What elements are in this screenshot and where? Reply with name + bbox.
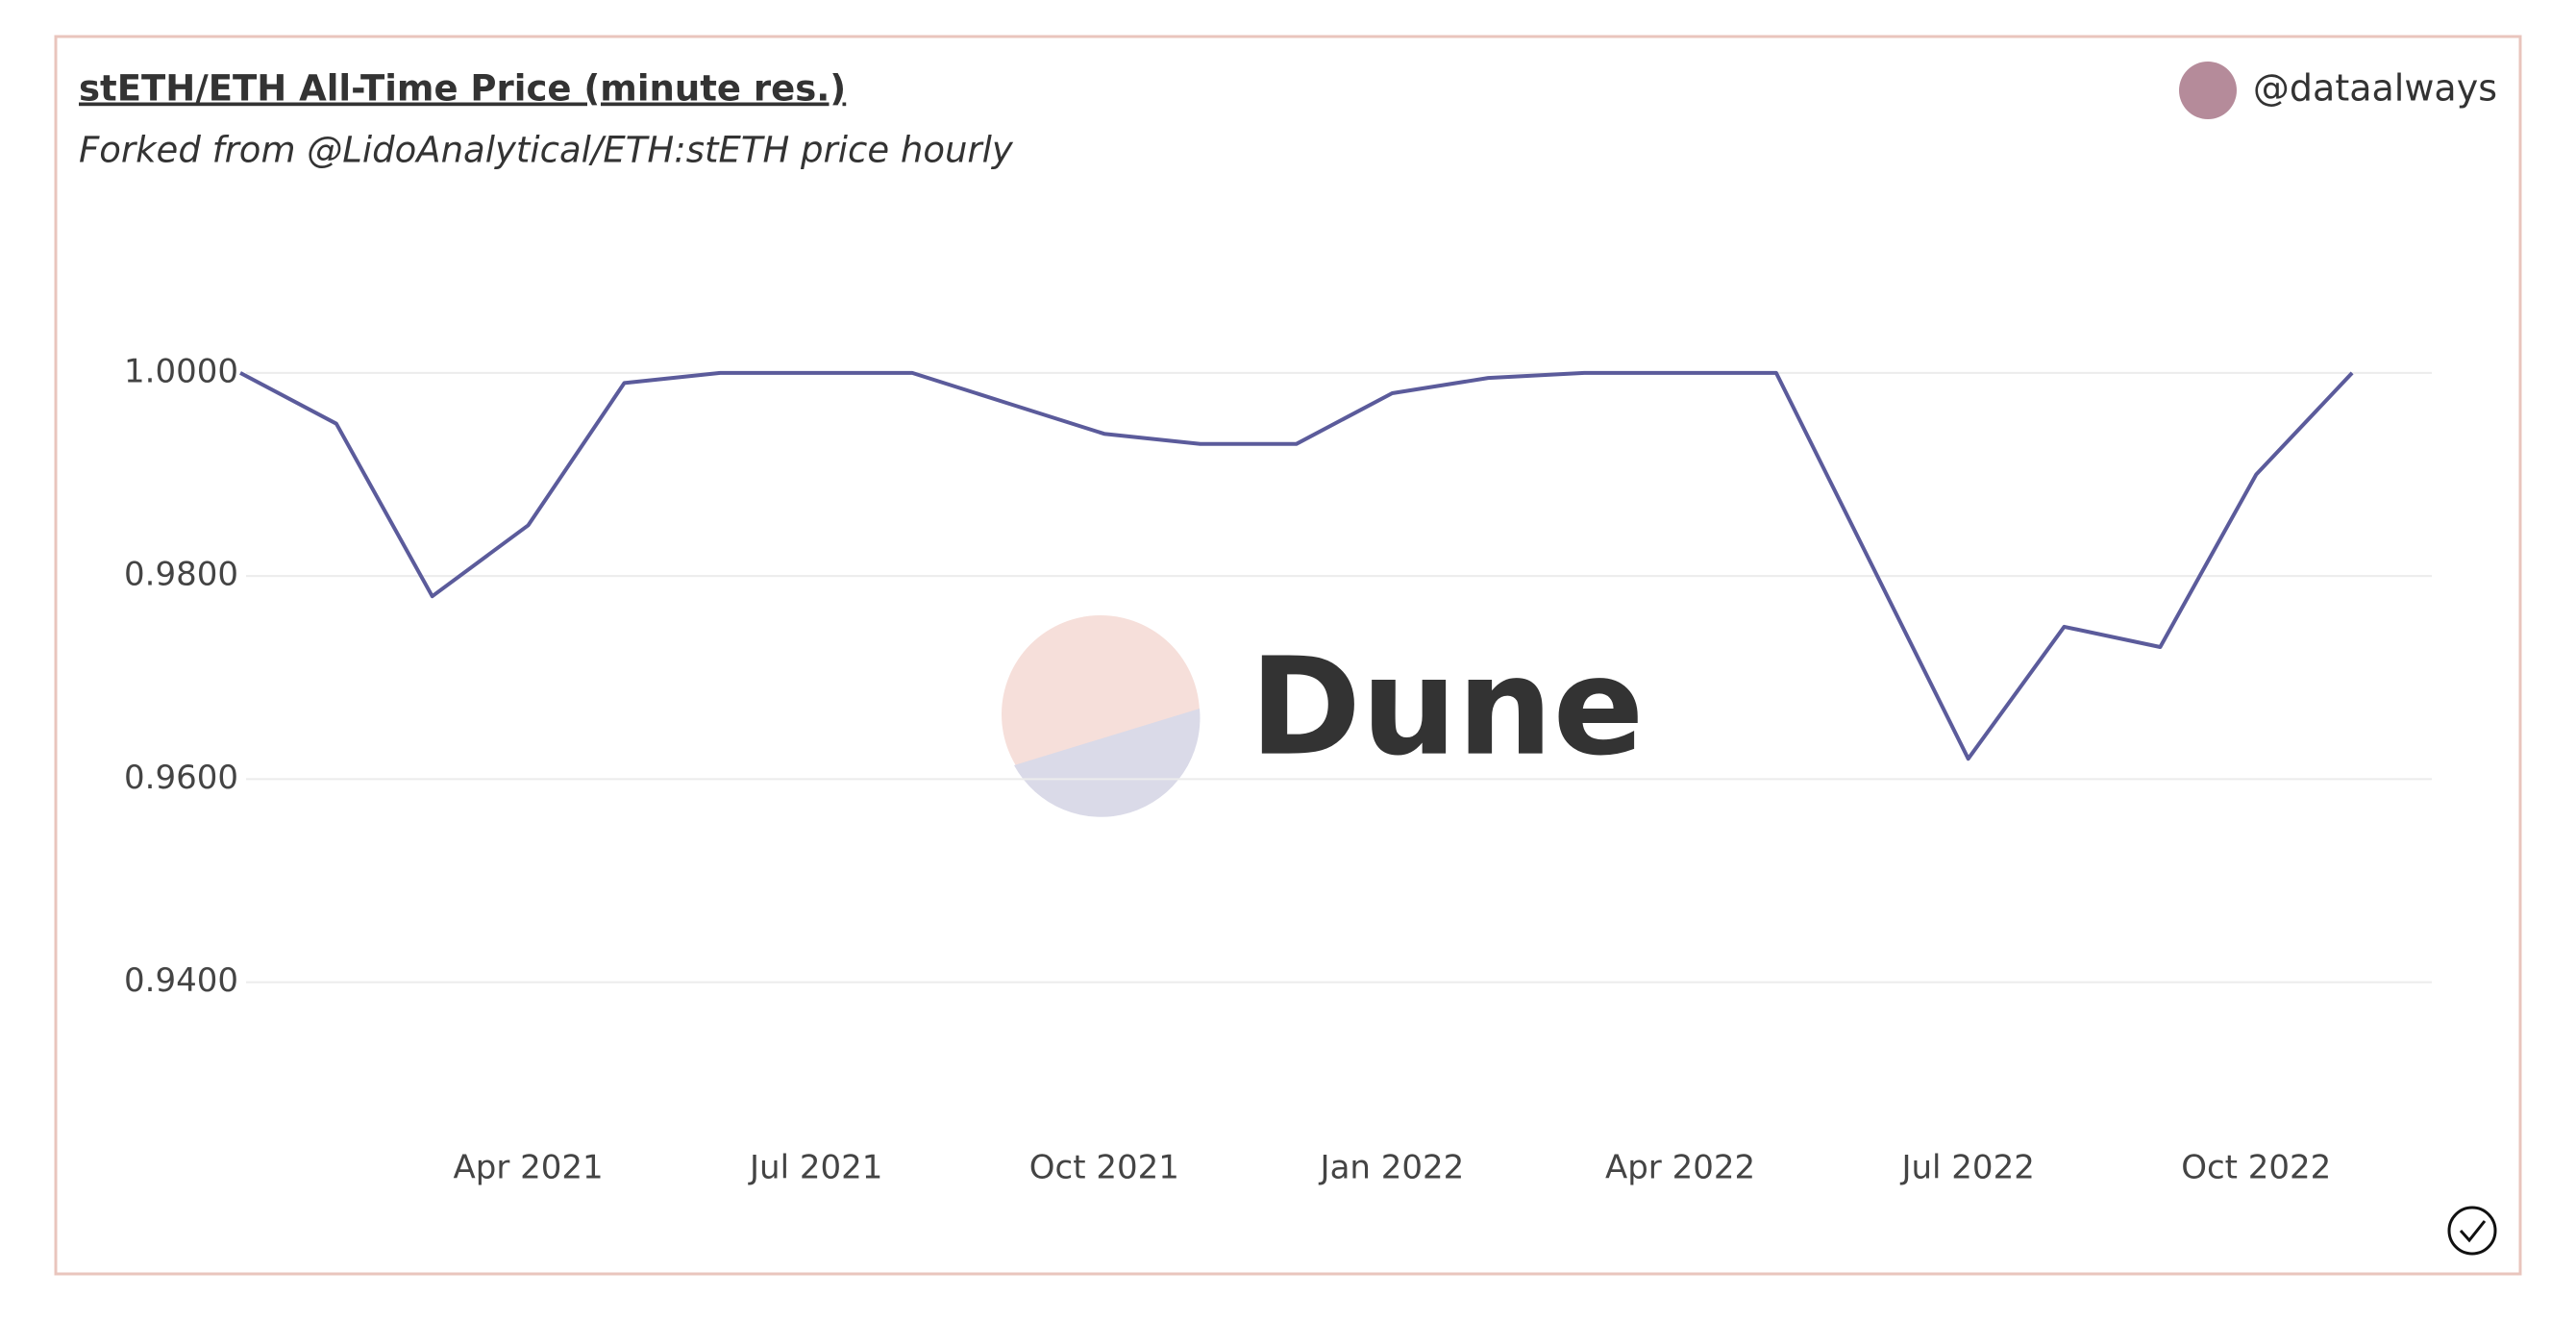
x-tick-label: Apr 2022 xyxy=(1605,1149,1755,1187)
y-tick-label: 0.9800 xyxy=(124,556,238,594)
x-tick-label: Apr 2021 xyxy=(454,1149,604,1187)
watermark-logo xyxy=(1002,615,1201,817)
check-icon[interactable] xyxy=(2447,1206,2497,1256)
avatar[interactable] xyxy=(2179,62,2237,119)
x-tick-label: Oct 2021 xyxy=(1029,1149,1179,1187)
x-tick-label: Oct 2022 xyxy=(2181,1149,2331,1187)
y-tick-label: 1.0000 xyxy=(124,352,238,390)
y-tick-label: 0.9600 xyxy=(124,759,238,797)
price-line xyxy=(239,370,2354,761)
card xyxy=(54,35,2522,1276)
x-tick-label: Jan 2022 xyxy=(1319,1149,1465,1187)
x-tick-label: Jul 2022 xyxy=(1899,1149,2034,1187)
author[interactable]: @dataalways xyxy=(2253,67,2497,110)
chart-subtitle: Forked from @LidoAnalytical/ETH:stETH pr… xyxy=(79,130,1014,171)
chart-title[interactable]: stETH/ETH All-Time Price (minute res.) xyxy=(79,68,846,110)
x-tick-label: Jul 2021 xyxy=(748,1149,882,1187)
y-tick-label: 0.9400 xyxy=(124,961,238,1000)
watermark: Dune xyxy=(1250,630,1645,786)
